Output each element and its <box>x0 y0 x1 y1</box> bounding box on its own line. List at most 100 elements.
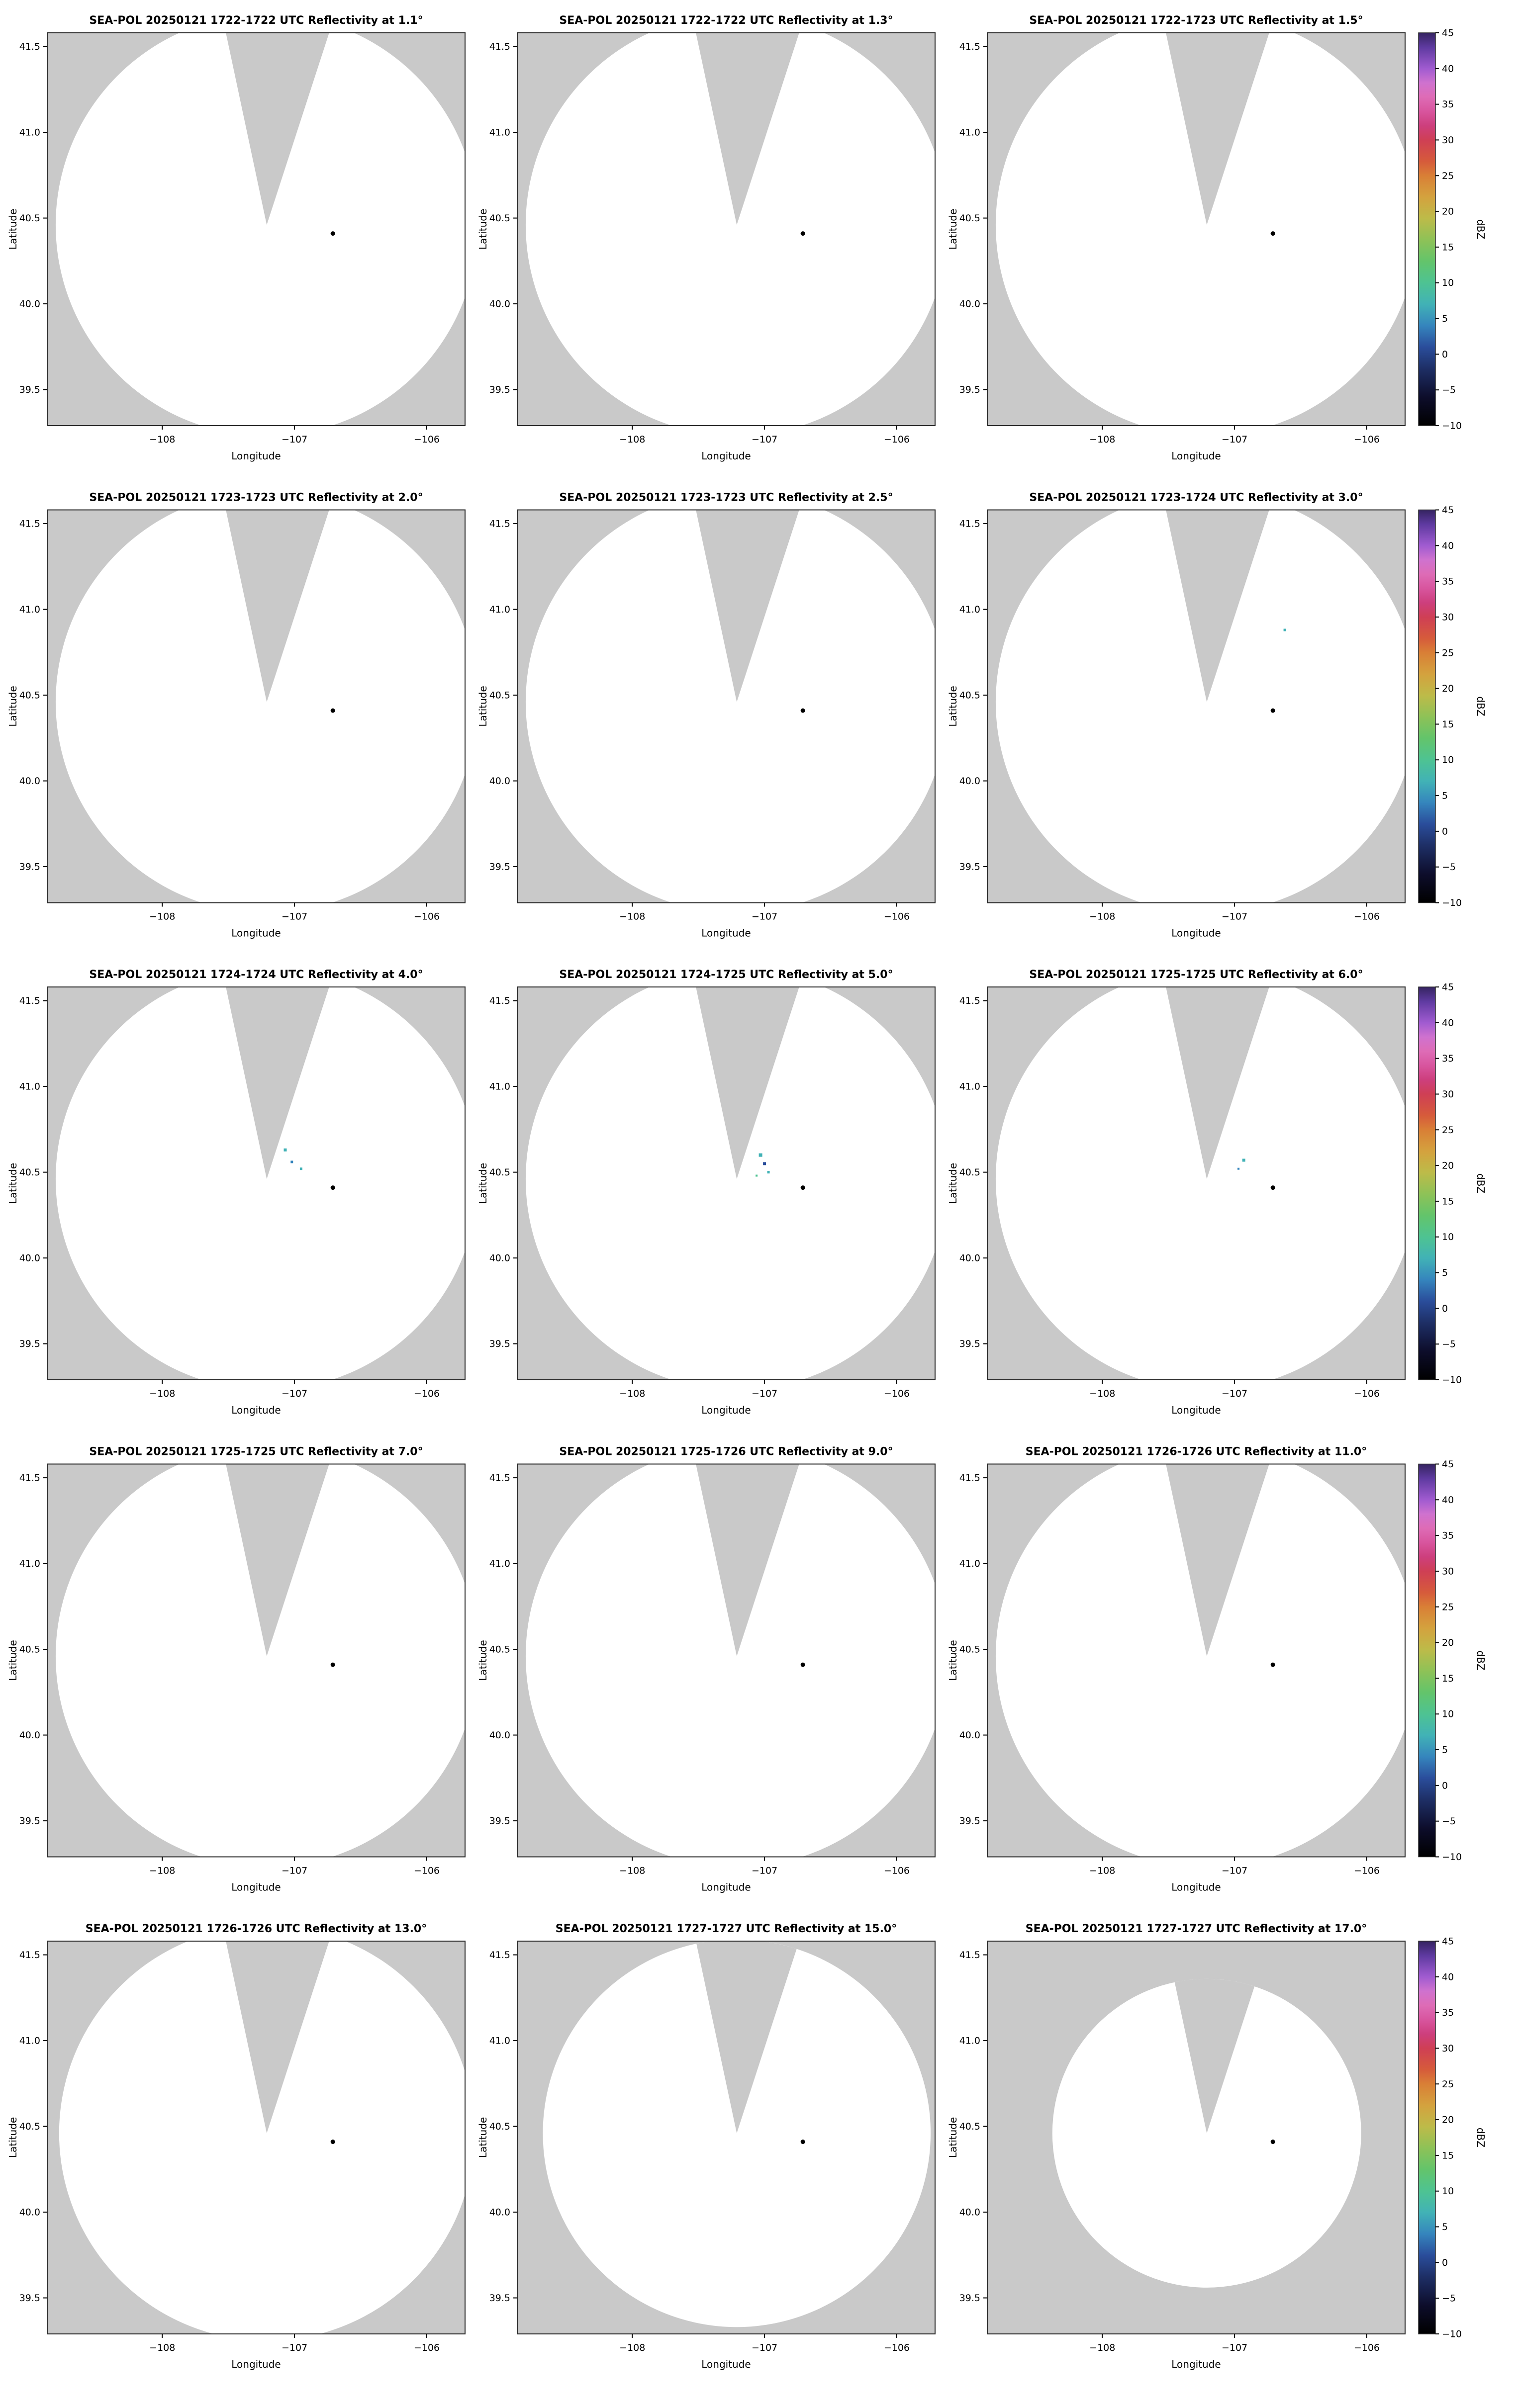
x-tick-label: −106 <box>1354 911 1380 922</box>
radar-panel: SEA-POL 20250121 1725-1726 UTC Reflectiv… <box>477 1446 936 1893</box>
x-tick-label: −108 <box>1089 2342 1115 2353</box>
y-tick-label: 40.0 <box>959 1253 980 1264</box>
radar-coverage-circle <box>996 33 1405 426</box>
x-tick-label: −108 <box>619 2342 645 2353</box>
blocked-sector-wedge <box>696 987 799 1179</box>
radar-coverage-circle <box>996 510 1405 903</box>
x-tick-label: −108 <box>1089 434 1115 445</box>
colorbar-tick-label: 45 <box>1442 1459 1454 1470</box>
x-tick-label: −106 <box>1354 2342 1380 2353</box>
x-tick-label: −107 <box>1222 2342 1247 2353</box>
y-axis-label: Latitude <box>947 686 959 726</box>
reflectivity-echo <box>763 1162 766 1165</box>
colorbar-tick-label: −5 <box>1442 385 1456 396</box>
panel-title: SEA-POL 20250121 1722-1722 UTC Reflectiv… <box>559 14 893 27</box>
x-axis-label: Longitude <box>231 1881 281 1893</box>
x-tick-label: −107 <box>752 911 777 922</box>
blocked-sector-wedge <box>226 1464 329 1656</box>
y-axis-label: Latitude <box>477 2117 489 2158</box>
colorbar-tick-label: 25 <box>1442 1602 1454 1612</box>
map-area <box>47 1941 465 2334</box>
map-area <box>47 987 465 1380</box>
plot-border <box>987 1463 1406 1858</box>
panel-title: SEA-POL 20250121 1726-1726 UTC Reflectiv… <box>86 1923 427 1935</box>
y-axis-label: Latitude <box>477 1163 489 1204</box>
radar-site-marker <box>330 1185 335 1190</box>
y-tick-label: 39.5 <box>959 2293 980 2304</box>
map-area <box>517 1941 935 2334</box>
plot-border <box>987 509 1406 903</box>
radar-coverage-circle <box>56 33 465 426</box>
y-tick-label: 41.5 <box>489 995 510 1006</box>
y-tick-label: 40.5 <box>489 1644 510 1655</box>
reflectivity-echo <box>756 1174 758 1177</box>
x-tick-label: −108 <box>619 434 645 445</box>
y-tick-label: 40.0 <box>19 299 40 310</box>
y-tick-label: 40.5 <box>489 213 510 224</box>
y-axis-label: Latitude <box>477 209 489 250</box>
x-tick-label: −107 <box>282 2342 307 2353</box>
colorbar: 45 40 35 30 25 20 15 10 5 0 −5 −10 dBZ <box>1418 1936 1487 2340</box>
y-tick-label: 41.5 <box>959 519 980 530</box>
x-tick-label: −108 <box>149 1866 175 1876</box>
colorbar-tick-label: 5 <box>1442 1267 1448 1278</box>
y-tick-label: 39.5 <box>959 1338 980 1349</box>
y-axis-label: Latitude <box>947 2117 959 2158</box>
colorbar-tick-label: 20 <box>1442 1637 1454 1648</box>
map-area <box>517 1464 935 1857</box>
radar-coverage-circle <box>526 33 935 426</box>
y-tick-label: 40.5 <box>489 1167 510 1178</box>
y-tick-label: 41.0 <box>959 1558 980 1569</box>
x-axis-label: Longitude <box>701 927 751 939</box>
x-tick-label: −106 <box>884 1388 910 1399</box>
reflectivity-echo <box>1242 1159 1245 1162</box>
y-tick-label: 41.5 <box>489 41 510 52</box>
y-tick-label: 40.5 <box>19 1167 40 1178</box>
y-tick-label: 40.0 <box>489 1730 510 1741</box>
y-axis-label: Latitude <box>947 1163 959 1204</box>
x-axis-label: Longitude <box>1171 2358 1221 2370</box>
x-tick-label: −108 <box>619 911 645 922</box>
colorbar-tick-label: 10 <box>1442 755 1454 766</box>
y-axis-label: Latitude <box>477 686 489 726</box>
y-tick-label: 40.5 <box>959 690 980 701</box>
y-tick-label: 41.0 <box>19 604 40 615</box>
y-tick-label: 40.0 <box>19 2207 40 2218</box>
panel-title: SEA-POL 20250121 1723-1724 UTC Reflectiv… <box>1029 492 1363 504</box>
y-tick-label: 39.5 <box>19 862 40 873</box>
y-tick-label: 39.5 <box>19 1816 40 1827</box>
x-axis-label: Longitude <box>701 2358 751 2370</box>
radar-site-marker <box>800 231 805 236</box>
colorbar-tick-label: 5 <box>1442 2222 1448 2232</box>
colorbar: 45 40 35 30 25 20 15 10 5 0 −5 −10 dBZ <box>1418 28 1487 432</box>
y-tick-label: 39.5 <box>489 2293 510 2304</box>
y-tick-label: 41.5 <box>489 1950 510 1961</box>
y-tick-label: 41.0 <box>19 1081 40 1092</box>
radar-panel: SEA-POL 20250121 1722-1723 UTC Reflectiv… <box>947 14 1406 462</box>
map-area <box>47 510 465 903</box>
colorbar-tick-label: 25 <box>1442 2079 1454 2090</box>
map-area <box>47 33 465 426</box>
colorbar-axis-label: dBZ <box>1475 219 1487 239</box>
colorbar-tick-label: −10 <box>1442 421 1462 432</box>
radar-panel: SEA-POL 20250121 1722-1722 UTC Reflectiv… <box>7 14 466 462</box>
x-tick-label: −107 <box>282 1866 307 1876</box>
x-tick-label: −107 <box>1222 434 1247 445</box>
panel-title: SEA-POL 20250121 1722-1722 UTC Reflectiv… <box>89 14 423 27</box>
blocked-sector-wedge <box>1174 1978 1255 2134</box>
colorbar-tick-label: 10 <box>1442 1709 1454 1720</box>
x-axis-label: Longitude <box>231 450 281 462</box>
y-tick-label: 41.5 <box>19 1473 40 1484</box>
y-tick-label: 41.0 <box>489 1081 510 1092</box>
y-tick-label: 41.0 <box>489 604 510 615</box>
x-axis-label: Longitude <box>1171 927 1221 939</box>
map-area <box>987 1464 1405 1857</box>
y-tick-label: 41.0 <box>19 2036 40 2047</box>
blocked-sector-wedge <box>226 510 329 702</box>
map-area <box>517 987 935 1380</box>
y-tick-label: 41.5 <box>959 41 980 52</box>
x-tick-label: −107 <box>752 2342 777 2353</box>
radar-site-marker <box>330 231 335 236</box>
y-axis-label: Latitude <box>947 209 959 250</box>
x-tick-label: −107 <box>1222 1388 1247 1399</box>
